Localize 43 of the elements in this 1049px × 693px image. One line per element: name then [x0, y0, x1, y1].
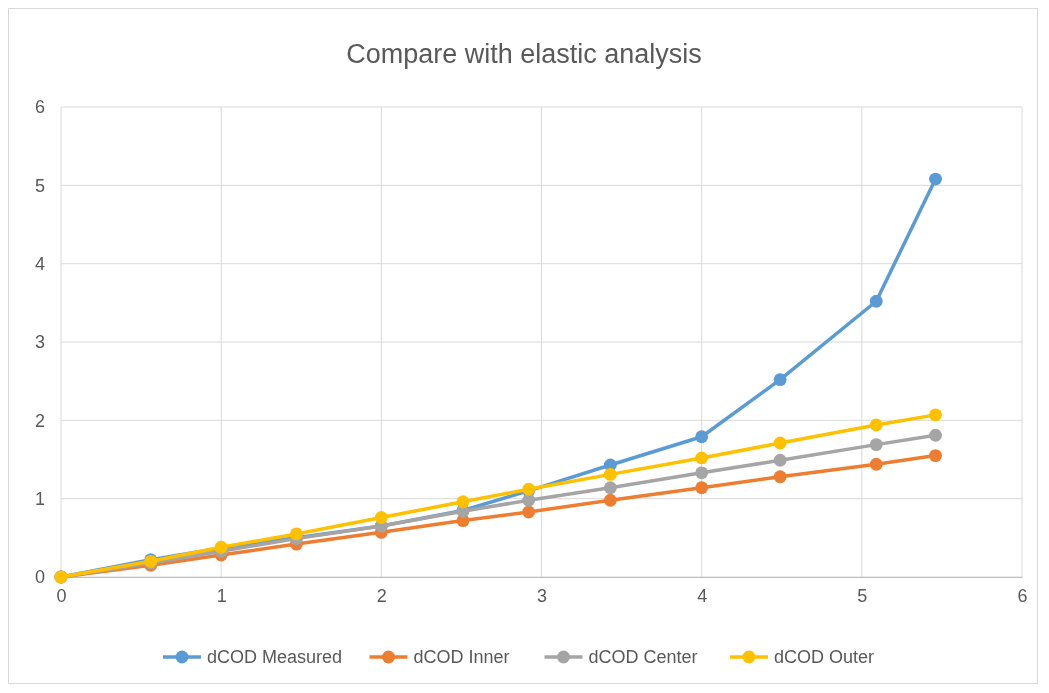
point — [603, 493, 617, 507]
y-tick-label: 4 — [34, 253, 45, 274]
legend-label: dCOD Inner — [413, 647, 510, 667]
point — [522, 505, 536, 519]
x-tick-label: 4 — [697, 585, 708, 606]
point — [869, 457, 883, 471]
y-tick-label: 1 — [34, 488, 45, 509]
chart-title: Compare with elastic analysis — [346, 39, 702, 69]
point — [773, 470, 787, 484]
x-tick-label: 6 — [1017, 585, 1028, 606]
y-tick-label: 6 — [34, 97, 45, 118]
point — [374, 511, 388, 524]
point — [695, 430, 709, 444]
point — [869, 294, 883, 308]
point — [603, 481, 617, 495]
point — [522, 493, 536, 507]
point — [290, 527, 303, 541]
point — [929, 408, 942, 422]
point — [695, 481, 709, 495]
y-tick-label: 2 — [34, 410, 45, 431]
y-tick-label: 3 — [34, 332, 45, 353]
x-tick-label: 1 — [216, 585, 227, 606]
legend-label: dCOD Outer — [774, 647, 875, 667]
legend-label: dCOD Center — [588, 647, 698, 667]
y-tick-label: 5 — [34, 175, 45, 196]
x-tick-label: 2 — [376, 585, 387, 606]
point — [929, 449, 942, 462]
x-tick-label: 3 — [536, 585, 548, 606]
point — [869, 418, 883, 432]
point — [929, 428, 942, 442]
point — [929, 172, 942, 186]
point — [773, 436, 787, 450]
point — [603, 467, 617, 481]
point — [869, 438, 883, 452]
x-tick-label: 5 — [857, 585, 868, 606]
point — [773, 453, 787, 467]
point — [773, 373, 787, 387]
legend-label: dCOD Measured — [207, 647, 343, 667]
point — [456, 495, 470, 509]
x-tick-label: 0 — [56, 585, 67, 606]
point — [695, 466, 709, 480]
point — [695, 451, 709, 465]
y-tick-label: 0 — [34, 567, 45, 588]
